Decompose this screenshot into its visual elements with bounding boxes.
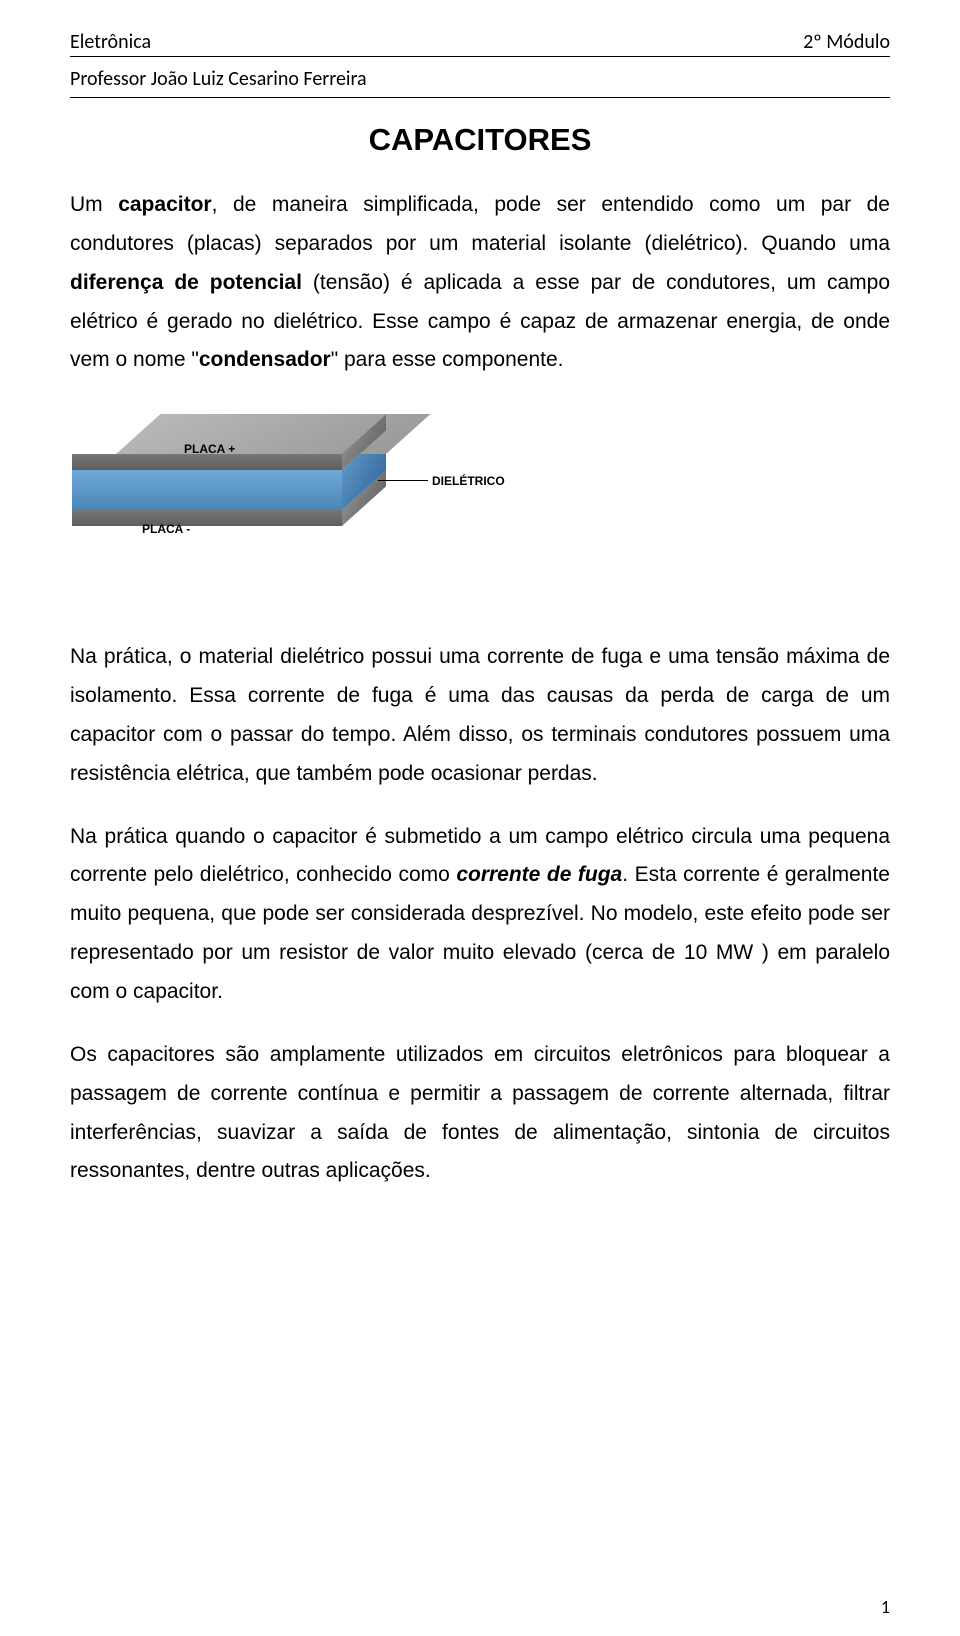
bold-condensador: condensador [199, 348, 331, 371]
subheader-professor: Professor João Luiz Cesarino Ferreira [70, 67, 890, 98]
diagram-lead-line [378, 480, 428, 481]
label-dieletrico: DIELÉTRICO [432, 474, 505, 488]
text: Um [70, 193, 118, 216]
bold-italic-corrente-de-fuga: corrente de fuga [456, 863, 622, 886]
paragraph-2: Na prática, o material dielétrico possui… [70, 638, 890, 793]
header-right: 2º Módulo [803, 30, 890, 54]
page-number: 1 [881, 1596, 890, 1618]
header-left: Eletrônica [70, 30, 151, 54]
paragraph-4: Os capacitores são amplamente utilizados… [70, 1036, 890, 1191]
bold-diferenca-potencial: diferença de potencial [70, 271, 302, 294]
bold-capacitor: capacitor [118, 193, 211, 216]
page-header: Eletrônica 2º Módulo [70, 30, 890, 57]
label-placa-minus: PLACA - [142, 522, 190, 536]
page-title: CAPACITORES [70, 122, 890, 158]
paragraph-1: Um capacitor, de maneira simplificada, p… [70, 186, 890, 380]
capacitor-diagram: PLACA + PLACA - DIELÉTRICO [72, 414, 492, 594]
text: " para esse componente. [331, 348, 564, 371]
label-placa-plus: PLACA + [184, 442, 235, 456]
paragraph-3: Na prática quando o capacitor é submetid… [70, 818, 890, 1012]
